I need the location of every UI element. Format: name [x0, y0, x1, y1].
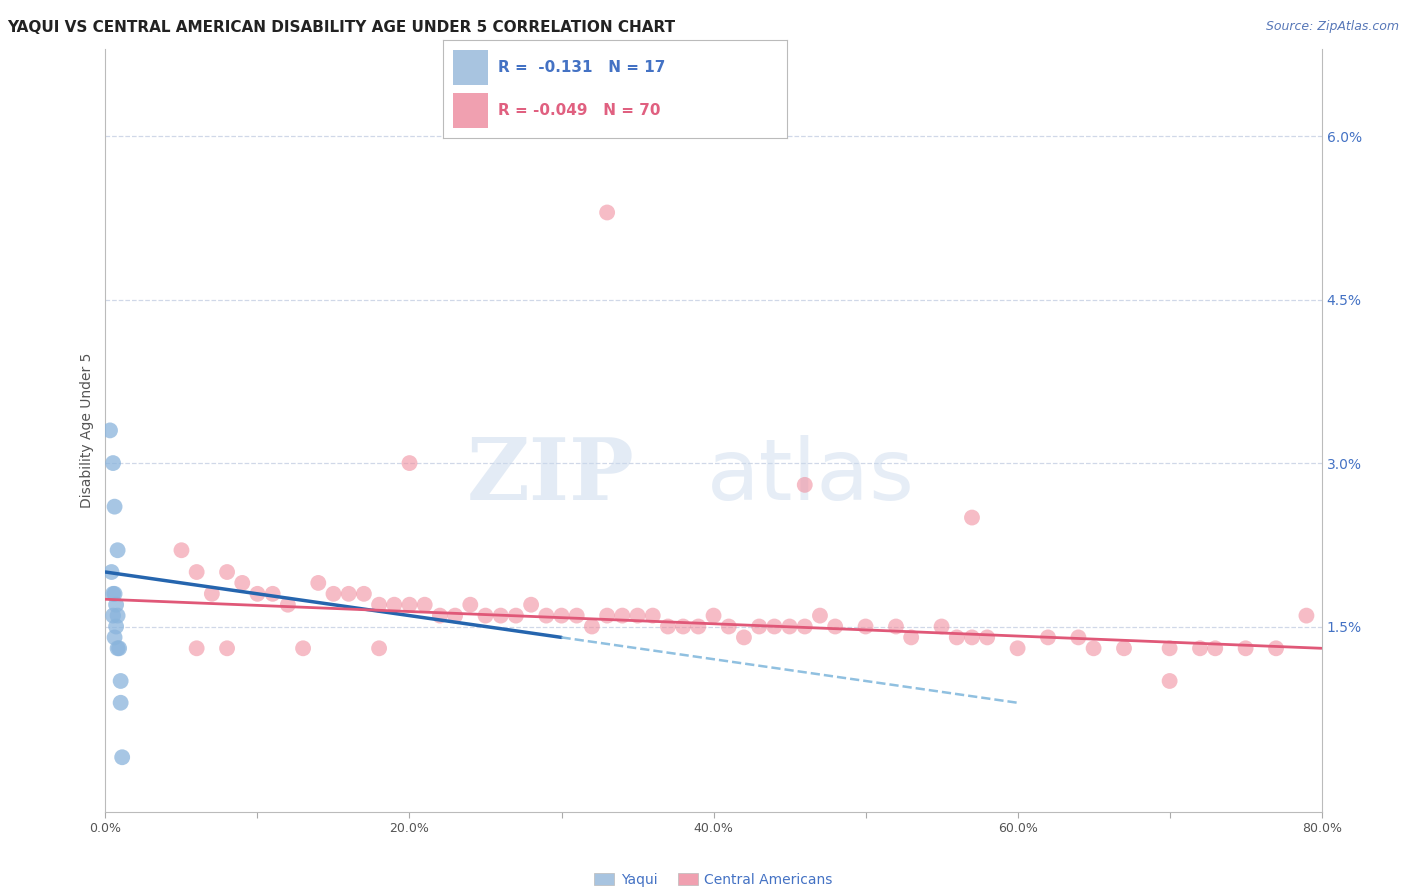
Point [1159, 673, 1181, 688]
Point [779, 619, 801, 633]
Point [262, 587, 284, 601]
Point [763, 619, 786, 633]
Bar [453, 93, 488, 128]
Point [474, 608, 496, 623]
Point [353, 587, 375, 601]
Point [246, 587, 269, 601]
Point [1112, 641, 1135, 656]
Point [748, 619, 770, 633]
Point [398, 456, 420, 470]
Point [101, 587, 124, 601]
Point [824, 619, 846, 633]
Point [201, 587, 224, 601]
Point [101, 456, 124, 470]
Point [1159, 641, 1181, 656]
Point [107, 641, 129, 656]
Point [976, 631, 998, 645]
Point [105, 619, 128, 633]
Point [688, 619, 710, 633]
Point [277, 598, 299, 612]
Point [337, 587, 360, 601]
Point [960, 510, 983, 524]
Point [103, 500, 125, 514]
Point [186, 565, 208, 579]
Point [368, 598, 391, 612]
Text: ZIP: ZIP [467, 434, 634, 518]
Point [170, 543, 193, 558]
Point [1265, 641, 1288, 656]
Point [1295, 608, 1317, 623]
Point [1007, 641, 1029, 656]
Point [292, 641, 315, 656]
Point [657, 619, 679, 633]
Point [382, 598, 405, 612]
Point [307, 576, 329, 591]
Point [429, 608, 451, 623]
Point [1036, 631, 1059, 645]
Point [672, 619, 695, 633]
Point [110, 673, 132, 688]
Point [1188, 641, 1211, 656]
Point [98, 424, 121, 438]
Point [1234, 641, 1257, 656]
Point [596, 205, 619, 219]
Text: YAQUI VS CENTRAL AMERICAN DISABILITY AGE UNDER 5 CORRELATION CHART: YAQUI VS CENTRAL AMERICAN DISABILITY AGE… [7, 20, 675, 35]
Point [550, 608, 572, 623]
Bar [453, 50, 488, 86]
Point [489, 608, 512, 623]
Point [793, 478, 815, 492]
Point [931, 619, 953, 633]
Text: atlas: atlas [707, 434, 915, 517]
Point [100, 565, 122, 579]
Point [413, 598, 436, 612]
Point [108, 641, 131, 656]
Point [793, 619, 815, 633]
Point [505, 608, 527, 623]
Point [110, 696, 132, 710]
Point [1204, 641, 1226, 656]
Text: R =  -0.131   N = 17: R = -0.131 N = 17 [498, 60, 665, 75]
Point [612, 608, 634, 623]
Text: Source: ZipAtlas.com: Source: ZipAtlas.com [1265, 20, 1399, 33]
Point [101, 608, 124, 623]
Point [231, 576, 253, 591]
Point [1067, 631, 1090, 645]
Point [733, 631, 755, 645]
Point [217, 641, 239, 656]
Point [808, 608, 831, 623]
Point [945, 631, 967, 645]
Point [103, 631, 125, 645]
Legend: Yaqui, Central Americans: Yaqui, Central Americans [589, 867, 838, 892]
Point [105, 598, 128, 612]
Point [900, 631, 922, 645]
Point [444, 608, 467, 623]
Point [884, 619, 907, 633]
Point [702, 608, 725, 623]
Point [520, 598, 543, 612]
Point [111, 750, 134, 764]
Point [368, 641, 391, 656]
Point [322, 587, 344, 601]
Point [960, 631, 983, 645]
Point [641, 608, 664, 623]
Y-axis label: Disability Age Under 5: Disability Age Under 5 [80, 352, 94, 508]
Point [186, 641, 208, 656]
Point [458, 598, 481, 612]
Point [398, 598, 420, 612]
Point [1083, 641, 1105, 656]
Point [596, 608, 619, 623]
Point [565, 608, 588, 623]
Point [103, 587, 125, 601]
Point [717, 619, 740, 633]
Point [855, 619, 877, 633]
Point [217, 565, 239, 579]
Point [581, 619, 603, 633]
Point [107, 543, 129, 558]
Point [536, 608, 558, 623]
Point [107, 608, 129, 623]
Text: R = -0.049   N = 70: R = -0.049 N = 70 [498, 103, 661, 119]
Point [626, 608, 648, 623]
